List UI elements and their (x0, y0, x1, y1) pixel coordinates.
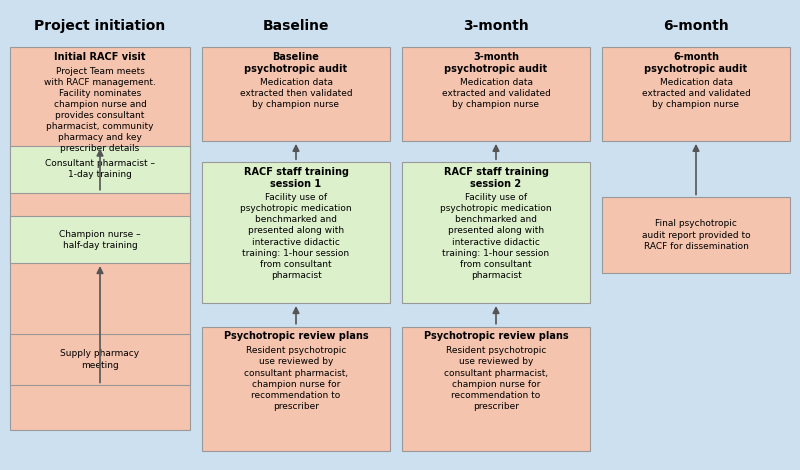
FancyBboxPatch shape (10, 47, 190, 430)
Text: 3-month: 3-month (463, 19, 529, 33)
Text: Medication data
extracted and validated
by champion nurse: Medication data extracted and validated … (642, 78, 750, 109)
Text: 6-month: 6-month (663, 19, 729, 33)
Text: Baseline
psychotropic audit: Baseline psychotropic audit (245, 52, 347, 74)
Text: Psychotropic review plans: Psychotropic review plans (224, 331, 368, 341)
Text: Resident psychotropic
use reviewed by
consultant pharmacist,
champion nurse for
: Resident psychotropic use reviewed by co… (244, 346, 348, 411)
FancyBboxPatch shape (10, 216, 190, 263)
FancyBboxPatch shape (602, 197, 790, 273)
Text: Project initiation: Project initiation (34, 19, 166, 33)
FancyBboxPatch shape (602, 47, 790, 141)
Text: Facility use of
psychotropic medication
benchmarked and
presented along with
int: Facility use of psychotropic medication … (440, 193, 552, 280)
Text: Champion nurse –
half-day training: Champion nurse – half-day training (59, 230, 141, 250)
Text: Initial RACF visit: Initial RACF visit (54, 52, 146, 62)
Text: Baseline: Baseline (262, 19, 330, 33)
FancyBboxPatch shape (402, 47, 590, 141)
FancyBboxPatch shape (202, 47, 390, 141)
FancyBboxPatch shape (402, 327, 590, 451)
Text: Medication data
extracted and validated
by champion nurse: Medication data extracted and validated … (442, 78, 550, 109)
FancyBboxPatch shape (10, 334, 190, 385)
FancyBboxPatch shape (402, 162, 590, 303)
Text: Supply pharmacy
meeting: Supply pharmacy meeting (61, 350, 139, 369)
Text: Medication data
extracted then validated
by champion nurse: Medication data extracted then validated… (240, 78, 352, 109)
FancyBboxPatch shape (202, 162, 390, 303)
Text: Facility use of
psychotropic medication
benchmarked and
presented along with
int: Facility use of psychotropic medication … (240, 193, 352, 280)
Text: Project Team meets
with RACF management.
Facility nominates
champion nurse and
p: Project Team meets with RACF management.… (44, 67, 156, 153)
Text: RACF staff training
session 2: RACF staff training session 2 (443, 167, 549, 189)
Text: 3-month
psychotropic audit: 3-month psychotropic audit (445, 52, 547, 74)
FancyBboxPatch shape (202, 327, 390, 451)
Text: Psychotropic review plans: Psychotropic review plans (424, 331, 568, 341)
Text: Final psychotropic
audit report provided to
RACF for dissemination: Final psychotropic audit report provided… (642, 219, 750, 251)
FancyBboxPatch shape (10, 146, 190, 193)
Text: 6-month
psychotropic audit: 6-month psychotropic audit (645, 52, 747, 74)
Text: RACF staff training
session 1: RACF staff training session 1 (243, 167, 349, 189)
Text: Resident psychotropic
use reviewed by
consultant pharmacist,
champion nurse for
: Resident psychotropic use reviewed by co… (444, 346, 548, 411)
Text: Consultant pharmacist –
1-day training: Consultant pharmacist – 1-day training (45, 159, 155, 179)
